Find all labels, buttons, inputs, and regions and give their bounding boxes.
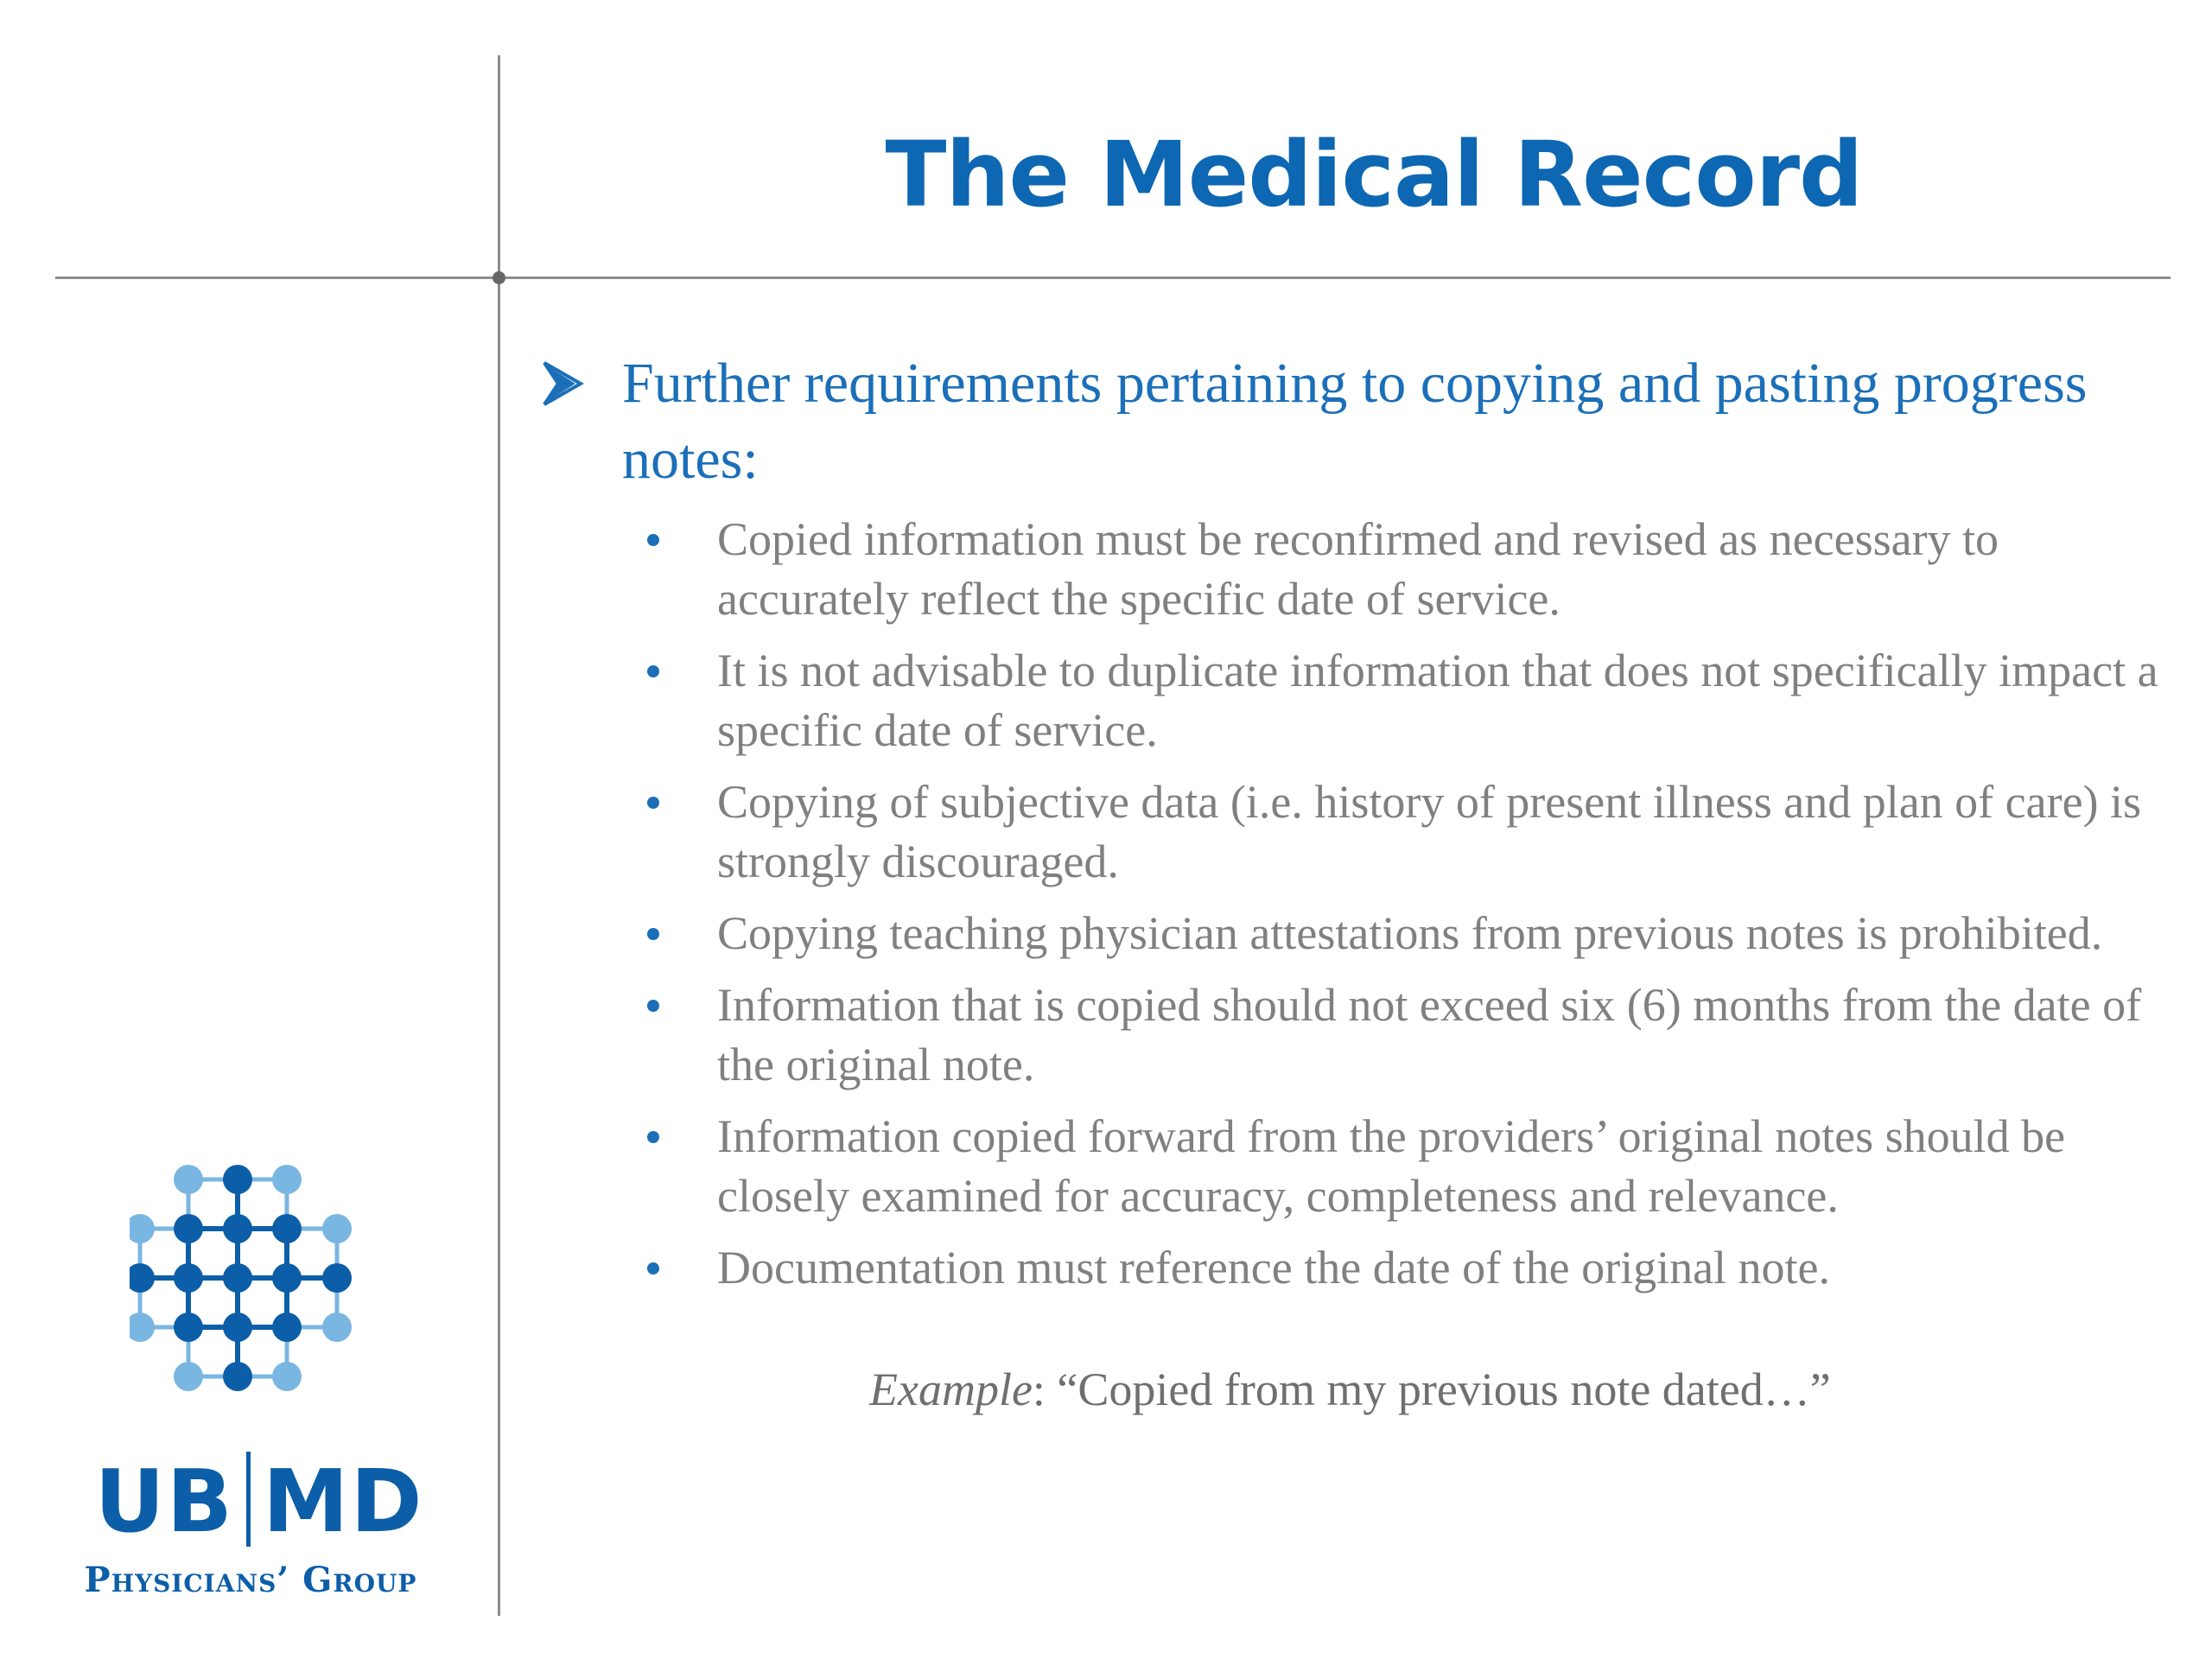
bullet-text: Copying teaching physician attestations … bbox=[717, 907, 2103, 959]
bullet-item: Information copied forward from the prov… bbox=[647, 1107, 2169, 1226]
logo-md: MD bbox=[262, 1451, 424, 1552]
example-line: Example: “Copied from my previous note d… bbox=[869, 1360, 2165, 1420]
vertical-rule bbox=[498, 55, 500, 1616]
bullet-item: Information that is copied should not ex… bbox=[647, 976, 2169, 1095]
logo-divider bbox=[245, 1452, 251, 1547]
example-text: : “Copied from my previous note dated…” bbox=[1032, 1363, 1831, 1415]
bullet-item: It is not advisable to duplicate informa… bbox=[647, 641, 2169, 760]
logo-ub: UB bbox=[94, 1451, 234, 1552]
bullet-item: Copied information must be reconfirmed a… bbox=[647, 510, 2169, 629]
example-label: Example bbox=[869, 1363, 1033, 1415]
bullet-dot-icon bbox=[647, 534, 659, 546]
bullet-text: It is not advisable to duplicate informa… bbox=[717, 645, 2158, 756]
logo-wordmark: UB MD bbox=[86, 1452, 432, 1547]
rule-intersection-dot bbox=[493, 271, 505, 284]
bullet-text: Information that is copied should not ex… bbox=[717, 979, 2142, 1090]
bullet-list: Copied information must be reconfirmed a… bbox=[647, 510, 2169, 1310]
slide-title: The Medical Record bbox=[885, 122, 1864, 227]
bullet-item: Copying teaching physician attestations … bbox=[647, 904, 2169, 963]
dot-grid-logo-icon bbox=[130, 1165, 352, 1391]
bullet-text: Copying of subjective data (i.e. history… bbox=[717, 776, 2142, 887]
bullet-dot-icon bbox=[647, 1000, 659, 1012]
bullet-item: Documentation must reference the date of… bbox=[647, 1238, 2169, 1298]
logo-subtitle: Physicians’ Group bbox=[84, 1560, 417, 1600]
bullet-item: Copying of subjective data (i.e. history… bbox=[647, 772, 2169, 892]
bullet-text: Information copied forward from the prov… bbox=[717, 1110, 2066, 1222]
bullet-text: Documentation must reference the date of… bbox=[717, 1242, 1831, 1294]
bullet-dot-icon bbox=[647, 1262, 659, 1274]
section-heading: Further requirements pertaining to copyi… bbox=[622, 352, 2088, 491]
bullet-dot-icon bbox=[647, 665, 659, 677]
bullet-dot-icon bbox=[647, 928, 659, 940]
bullet-dot-icon bbox=[647, 1131, 659, 1143]
bullet-dot-icon bbox=[647, 797, 659, 809]
arrow-bullet-icon bbox=[543, 361, 584, 406]
bullet-text: Copied information must be reconfirmed a… bbox=[717, 513, 1999, 625]
horizontal-rule bbox=[55, 276, 2171, 279]
